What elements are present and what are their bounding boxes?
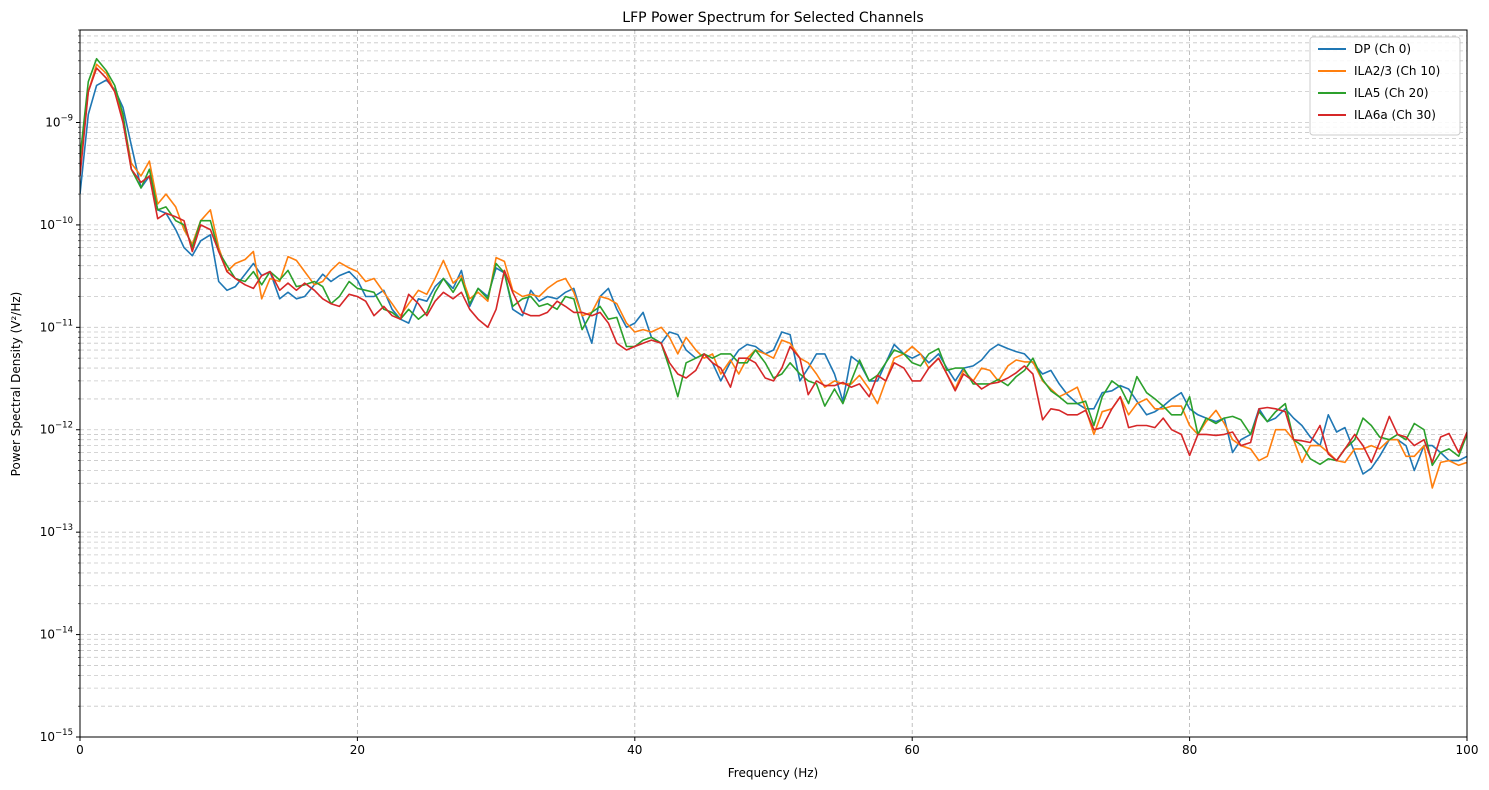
legend-box: [1309, 36, 1461, 136]
legend-label: ILA2/3 (Ch 10): [1354, 64, 1440, 78]
legend-label: ILA5 (Ch 20): [1354, 86, 1429, 100]
legend-label: DP (Ch 0): [1354, 42, 1411, 56]
y-tick-label: 10−9: [45, 113, 73, 129]
y-axis-label: Power Spectral Density (V²/Hz): [9, 292, 23, 477]
series-line-3: [80, 67, 1467, 464]
y-tick-label: 10−10: [40, 216, 73, 232]
legend: DP (Ch 0) ILA2/3 (Ch 10) ILA5 (Ch 20) ILA6a…: [1309, 36, 1461, 136]
y-tick-label: 10−11: [40, 318, 73, 334]
y-tick-label: 10−13: [40, 523, 73, 539]
x-tick-label: 60: [905, 743, 920, 757]
series-line-1: [80, 63, 1467, 489]
x-tick-label: 0: [76, 743, 84, 757]
legend-label: ILA6a (Ch 30): [1354, 108, 1436, 122]
grid: [80, 30, 1467, 737]
x-tick-label: 80: [1182, 743, 1197, 757]
y-tick-label: 10−14: [40, 626, 73, 642]
x-axis-label: Frequency (Hz): [728, 766, 819, 780]
x-tick-label: 40: [627, 743, 642, 757]
series-lines: [80, 57, 1467, 489]
axes: 0 20 40 60 80 100 10−15 10−14 10−13 10−12 10−11 10−…: [40, 29, 1479, 757]
x-tick-label: 20: [350, 743, 365, 757]
x-tick-label: 100: [1456, 743, 1479, 757]
plot-frame: [79, 29, 1468, 738]
y-tick-label: 10−15: [40, 728, 73, 744]
series-line-2: [80, 57, 1467, 467]
y-tick-label: 10−12: [40, 421, 73, 437]
chart-title: LFP Power Spectrum for Selected Channels: [622, 10, 923, 26]
